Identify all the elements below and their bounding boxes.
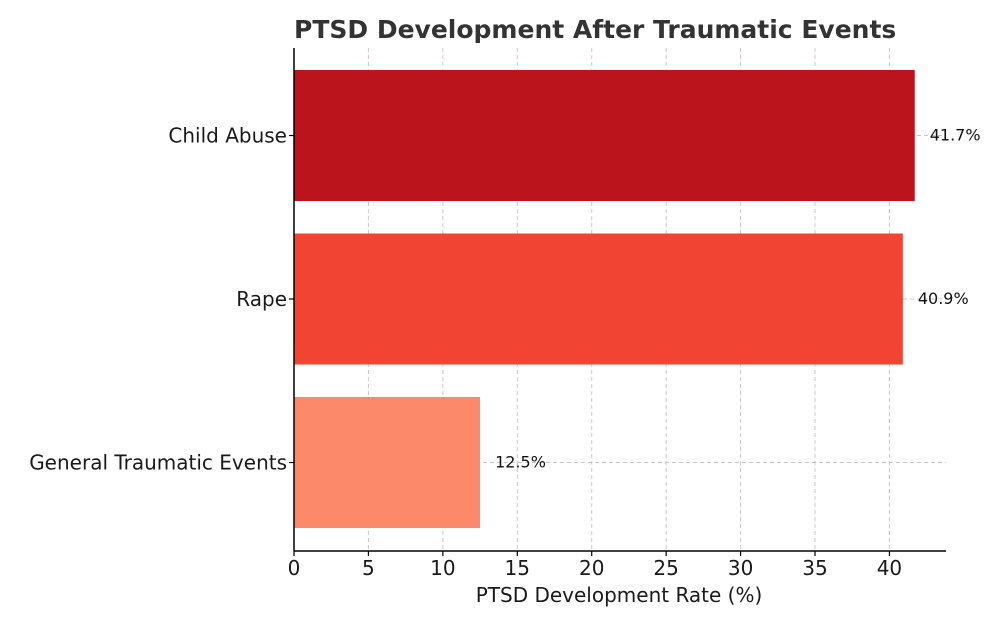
bar-value-label: 41.7% [930, 126, 981, 145]
bar [294, 233, 903, 365]
bars [294, 70, 915, 528]
x-ticks: 0 5 10 15 20 25 30 35 40 [288, 134, 902, 580]
x-tick-label: 0 [288, 556, 301, 580]
x-axis-label: PTSD Development Rate (%) [476, 583, 763, 607]
category-label: Child Abuse [168, 124, 287, 148]
data-labels: 41.7% 40.9% 12.5% [495, 126, 980, 472]
category-labels: Child Abuse Rape General Traumatic Events [29, 124, 287, 475]
x-tick-label: 20 [579, 556, 604, 580]
x-tick-label: 25 [653, 556, 678, 580]
chart-title: PTSD Development After Traumatic Events [294, 15, 896, 44]
category-label: General Traumatic Events [29, 451, 287, 475]
x-tick-label: 5 [362, 556, 375, 580]
x-tick-label: 35 [802, 556, 827, 580]
bar-value-label: 40.9% [918, 289, 969, 308]
bar [294, 70, 915, 201]
x-tick-label: 10 [430, 556, 455, 580]
x-tick-label: 15 [505, 556, 530, 580]
bar-value-label: 12.5% [495, 453, 546, 472]
category-label: Rape [236, 287, 287, 311]
x-tick-label: 30 [728, 556, 753, 580]
x-tick-label: 40 [877, 556, 902, 580]
bar [294, 397, 481, 528]
